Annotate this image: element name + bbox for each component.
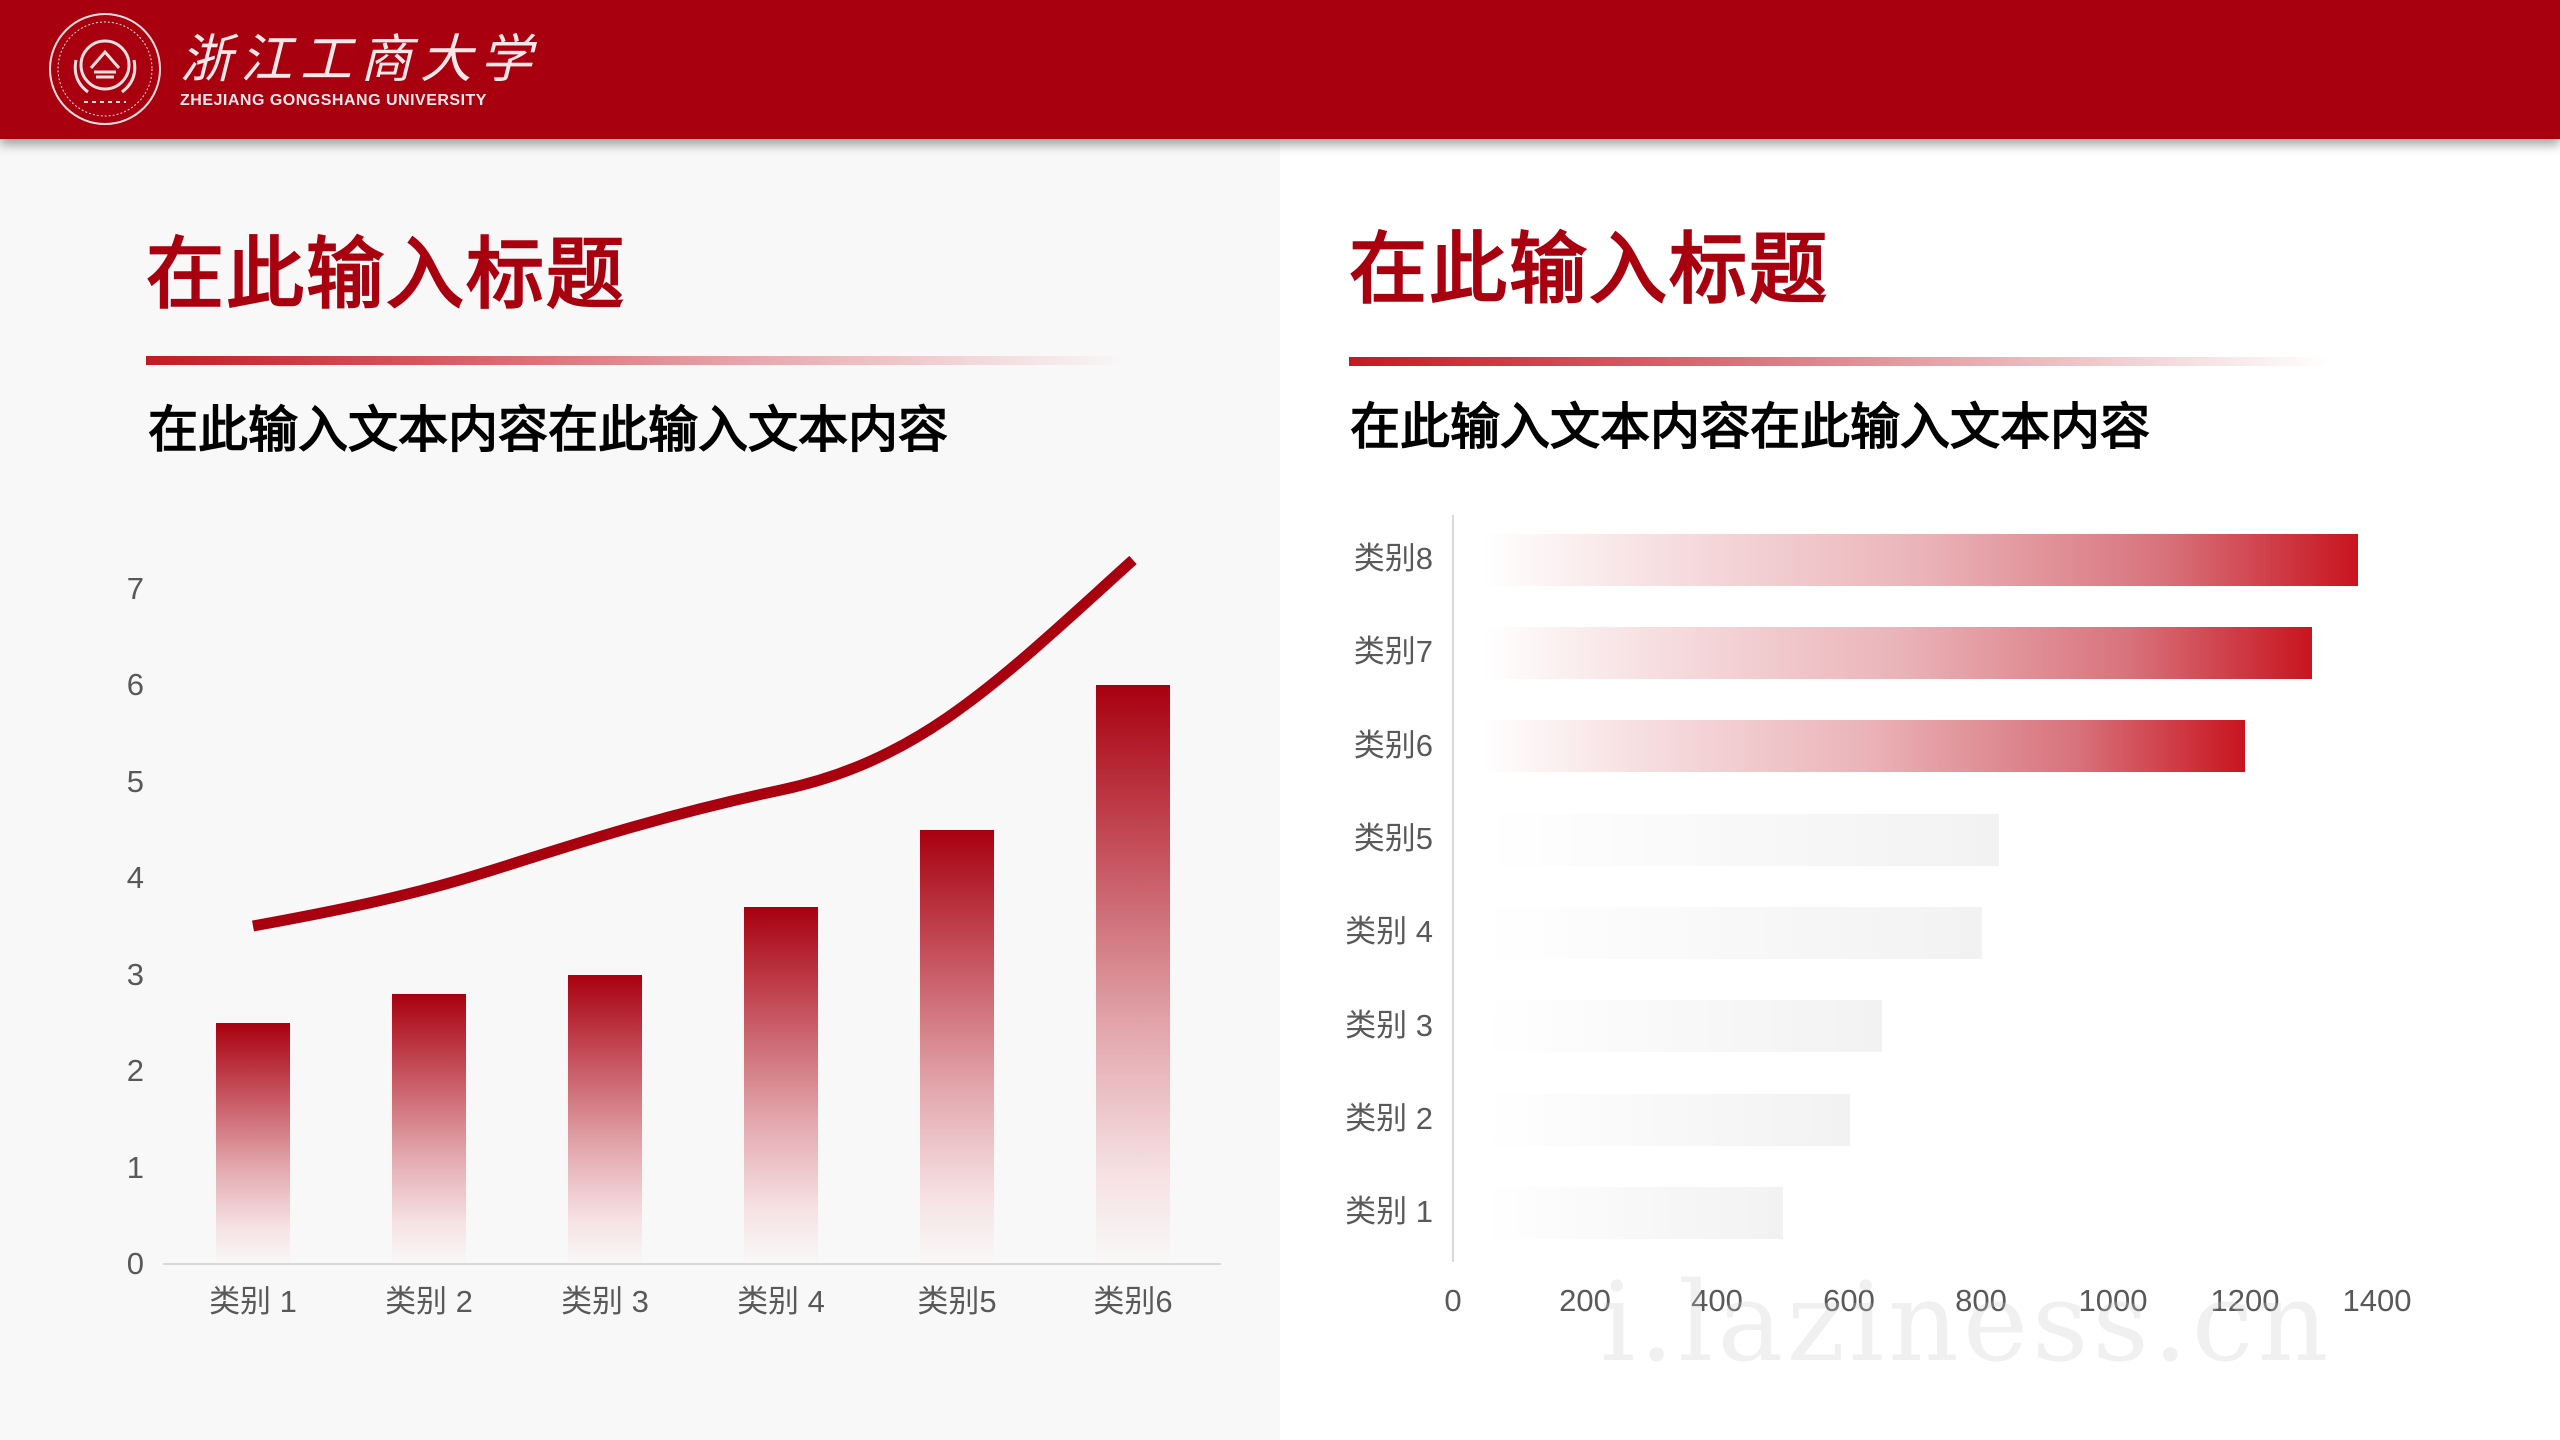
bar-category-2 [1484, 1094, 1850, 1146]
x-tick: 400 [1691, 1283, 1743, 1318]
bar-category-6 [1484, 720, 2245, 772]
y-category-label: 类别 4 [1345, 914, 1433, 949]
y-category-label: 类别7 [1353, 634, 1433, 669]
y-tick: 4 [126, 860, 144, 895]
x-category-label: 类别 2 [385, 1284, 473, 1319]
x-tick: 1000 [2078, 1283, 2148, 1318]
column-bar-4 [744, 907, 818, 1264]
x-axis-line [163, 1263, 1221, 1265]
y-tick: 6 [126, 667, 144, 702]
y-axis-line [1452, 515, 1454, 1262]
bar-category-4 [1484, 907, 1982, 959]
y-category-label: 类别 1 [1345, 1194, 1433, 1229]
university-name-cn: 浙江工商大学 [180, 30, 541, 90]
bar-category-7 [1484, 627, 2312, 679]
left-divider [146, 356, 1126, 365]
y-category-label: 类别 2 [1345, 1101, 1433, 1136]
university-seal-icon [49, 13, 161, 125]
x-tick: 1400 [2342, 1283, 2412, 1318]
column-bar-3 [568, 975, 642, 1264]
right-divider [1349, 357, 2329, 366]
watermark-text: i.laziness.cn [1600, 1258, 2333, 1386]
x-category-label: 类别 1 [209, 1284, 297, 1319]
y-category-label: 类别 3 [1345, 1008, 1433, 1043]
x-category-label: 类别5 [917, 1284, 997, 1319]
bar-category-3 [1484, 1000, 1882, 1052]
column-bar-1 [216, 1023, 290, 1264]
y-tick: 0 [126, 1246, 144, 1281]
bar-category-5 [1484, 814, 1999, 866]
x-category-label: 类别 4 [737, 1284, 825, 1319]
y-category-label: 类别8 [1353, 541, 1433, 576]
bar-category-1 [1484, 1187, 1783, 1239]
right-subtitle: 在此输入文本内容在此输入文本内容 [1350, 398, 2150, 456]
x-tick: 200 [1559, 1283, 1611, 1318]
y-category-label: 类别6 [1353, 728, 1433, 763]
university-name-en: ZHEJIANG GONGSHANG UNIVERSITY [180, 92, 487, 109]
right-title: 在此输入标题 [1349, 225, 1830, 315]
column-bar-5 [920, 830, 994, 1264]
bar-category-8 [1484, 534, 2358, 586]
x-tick: 600 [1823, 1283, 1875, 1318]
left-title: 在此输入标题 [146, 230, 627, 320]
y-tick: 1 [126, 1150, 144, 1185]
x-tick: 800 [1955, 1283, 2007, 1318]
x-category-label: 类别6 [1093, 1284, 1173, 1319]
y-tick: 7 [126, 571, 144, 606]
y-tick: 5 [126, 764, 144, 799]
x-tick: 0 [1444, 1283, 1462, 1318]
x-category-label: 类别 3 [561, 1284, 649, 1319]
y-tick: 3 [126, 957, 144, 992]
left-subtitle: 在此输入文本内容在此输入文本内容 [148, 401, 948, 459]
x-tick: 1200 [2210, 1283, 2280, 1318]
column-bar-6 [1096, 685, 1170, 1264]
column-bar-2 [392, 994, 466, 1264]
y-category-label: 类别5 [1353, 821, 1433, 856]
header-bar: 浙江工商大学 ZHEJIANG GONGSHANG UNIVERSITY [0, 0, 2560, 139]
y-tick: 2 [126, 1053, 144, 1088]
